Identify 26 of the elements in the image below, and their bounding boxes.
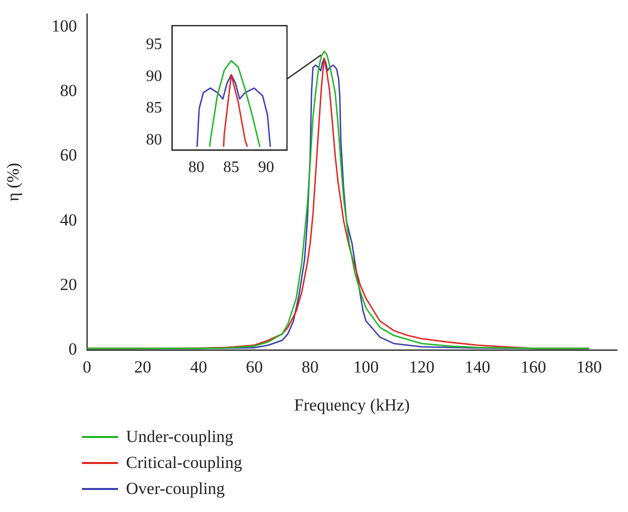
x-axis-title: Frequency (kHz) [294, 395, 410, 414]
x-tick-label: 80 [302, 358, 319, 377]
x-tick-label: 0 [82, 358, 92, 377]
y-tick-label: 20 [60, 274, 77, 294]
legend-label: Over-coupling [126, 479, 225, 499]
y-tick-label: 0 [68, 339, 77, 358]
y-tick-label: 80 [60, 81, 77, 100]
legend-label: Critical-coupling [126, 453, 242, 473]
x-tick-label: 80 [188, 158, 204, 176]
x-tick-label: 180 [576, 358, 602, 377]
x-tick-label: 160 [520, 358, 546, 377]
y-tick-label: 80 [146, 132, 162, 149]
y-tick-label: 95 [146, 36, 162, 53]
y-tick-label: 90 [146, 68, 162, 85]
x-tick-label: 100 [353, 358, 379, 377]
legend-label: Under-coupling [126, 427, 234, 447]
x-tick-label: 40 [190, 358, 208, 377]
y-tick-label: 100 [52, 16, 77, 36]
x-tick-label: 60 [246, 358, 263, 377]
y-tick-label: 40 [60, 210, 77, 230]
y-axis-title: η (%) [4, 162, 23, 202]
y-tick-label: 85 [146, 100, 162, 117]
x-tick-label: 140 [464, 358, 490, 377]
x-tick-label: 120 [408, 358, 434, 377]
x-tick-label: 90 [258, 158, 274, 176]
x-tick-label: 85 [223, 158, 240, 176]
